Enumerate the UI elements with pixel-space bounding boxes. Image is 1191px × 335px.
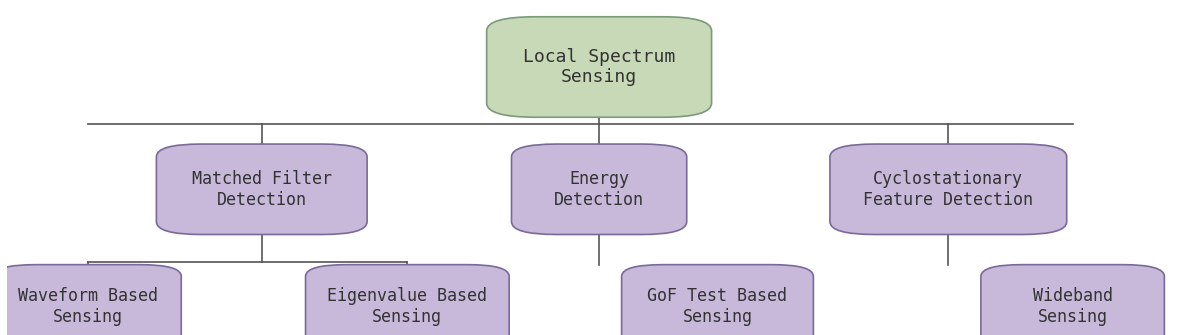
Text: Energy
Detection: Energy Detection — [554, 170, 644, 209]
FancyBboxPatch shape — [0, 265, 181, 335]
FancyBboxPatch shape — [622, 265, 813, 335]
Text: Local Spectrum
Sensing: Local Spectrum Sensing — [523, 48, 675, 86]
Text: Wideband
Sensing: Wideband Sensing — [1033, 287, 1112, 326]
FancyBboxPatch shape — [487, 17, 711, 117]
FancyBboxPatch shape — [306, 265, 509, 335]
Text: GoF Test Based
Sensing: GoF Test Based Sensing — [648, 287, 787, 326]
FancyBboxPatch shape — [830, 144, 1067, 234]
Text: Waveform Based
Sensing: Waveform Based Sensing — [18, 287, 157, 326]
Text: Matched Filter
Detection: Matched Filter Detection — [192, 170, 332, 209]
Text: Cyclostationary
Feature Detection: Cyclostationary Feature Detection — [863, 170, 1034, 209]
FancyBboxPatch shape — [981, 265, 1165, 335]
FancyBboxPatch shape — [156, 144, 367, 234]
Text: Eigenvalue Based
Sensing: Eigenvalue Based Sensing — [328, 287, 487, 326]
FancyBboxPatch shape — [511, 144, 687, 234]
